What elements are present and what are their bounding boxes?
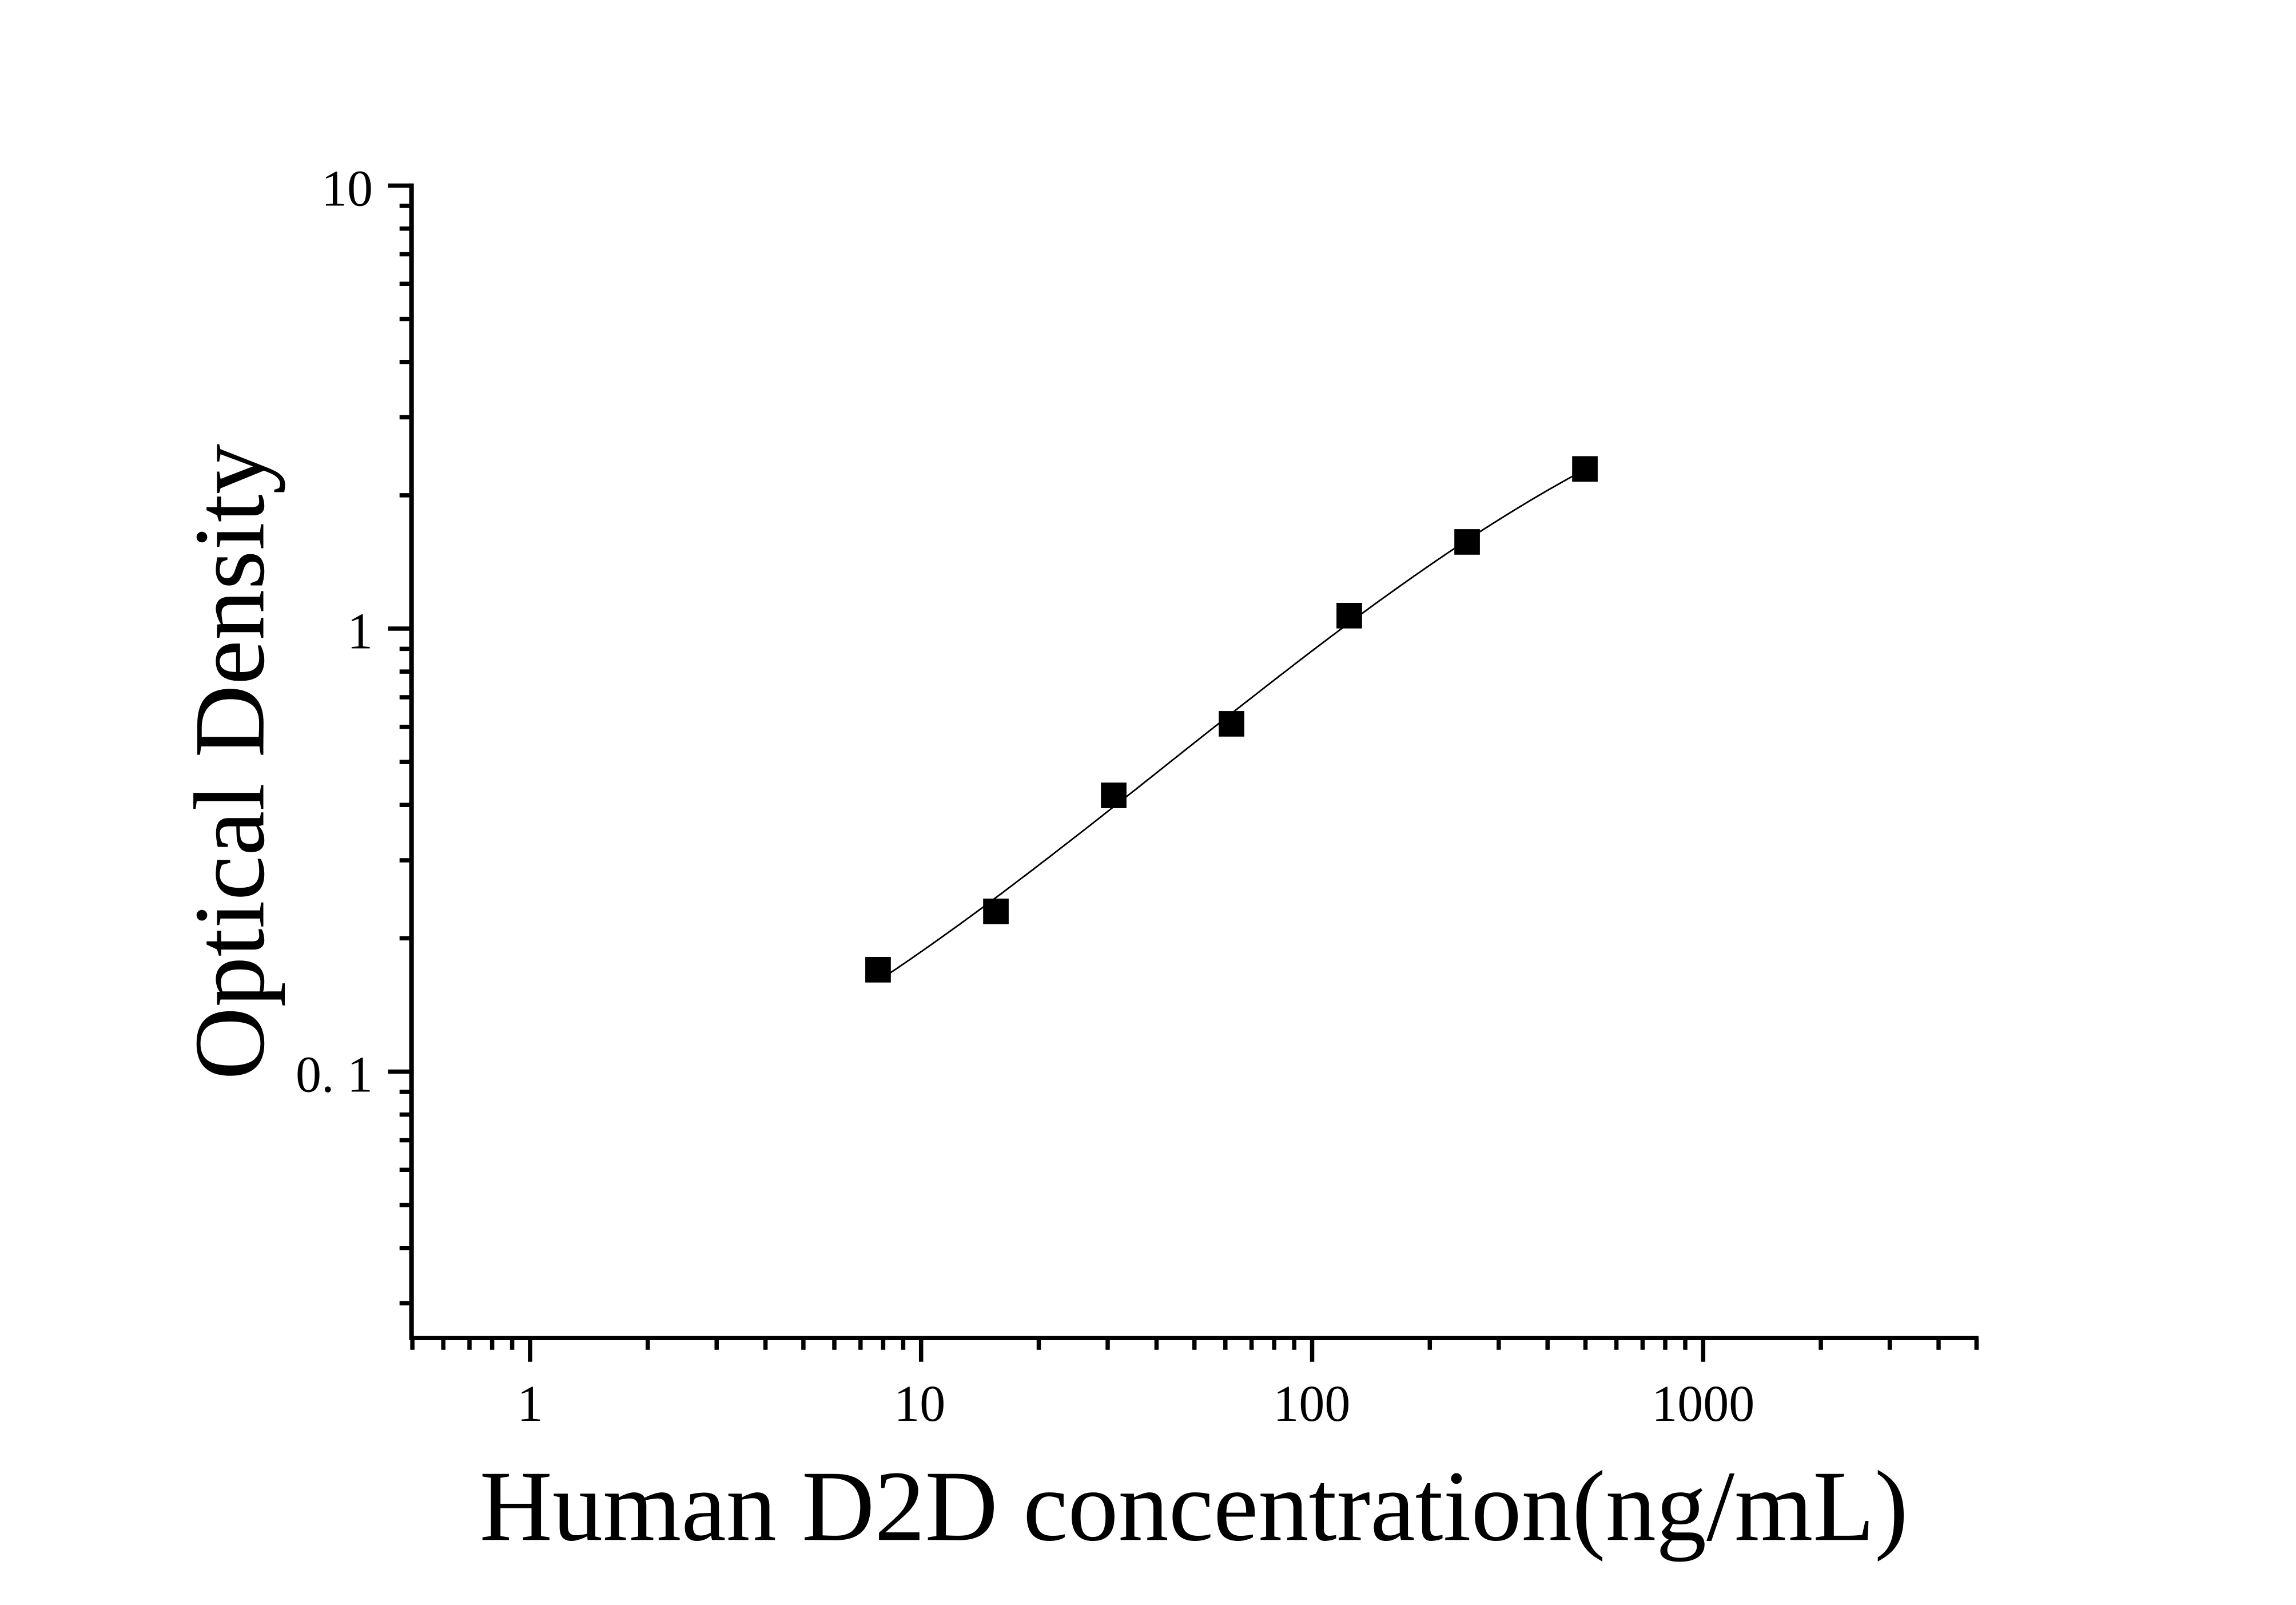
svg-text:Human D2D concentration(ng/mL): Human D2D concentration(ng/mL) [480,1451,1908,1562]
svg-text:100: 100 [1273,1376,1350,1432]
svg-text:10: 10 [321,161,373,217]
svg-text:10: 10 [894,1376,945,1432]
svg-text:1: 1 [517,1376,543,1432]
svg-text:0. 1: 0. 1 [296,1046,373,1103]
svg-text:1000: 1000 [1652,1376,1754,1432]
svg-text:1: 1 [347,603,373,660]
svg-text:Optical Density: Optical Density [174,444,286,1080]
